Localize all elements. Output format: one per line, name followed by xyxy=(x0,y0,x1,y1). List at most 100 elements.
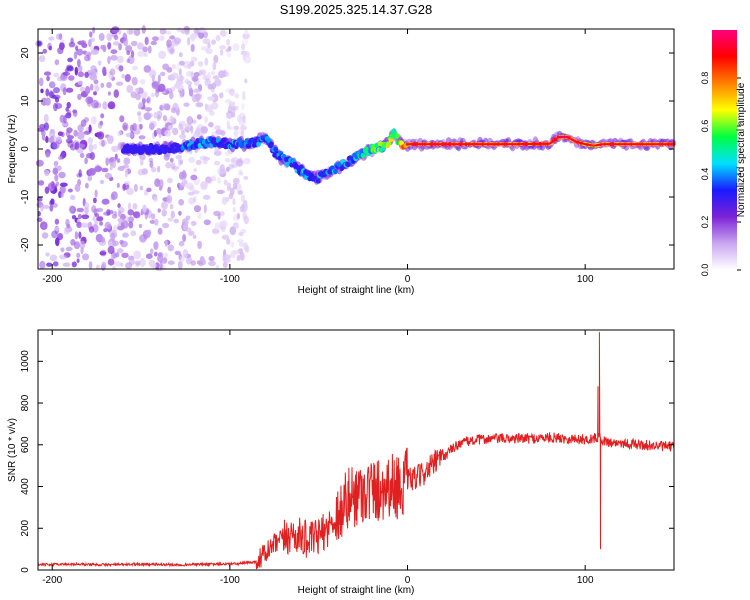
spectrogram-noise-blob xyxy=(174,250,181,256)
spectrogram-noise-blob xyxy=(212,175,217,180)
spectrogram-noise-blob xyxy=(114,261,122,267)
spectrogram-noise-blob xyxy=(74,66,79,76)
spectrogram-noise-blob xyxy=(150,92,156,97)
spectrogram-noise-blob xyxy=(190,125,194,134)
spectrogram-noise-blob xyxy=(208,121,214,128)
spectrogram-noise-blob xyxy=(202,160,208,165)
spectrogram-x-tick-label: 0 xyxy=(405,274,411,285)
spectrogram-noise-blob xyxy=(106,209,111,216)
spectrogram-noise-blob xyxy=(178,68,182,76)
spectrogram-noise-blob xyxy=(207,96,215,101)
spectrogram-noise-blob xyxy=(84,202,90,210)
snr-y-tick-label: 200 xyxy=(20,519,31,536)
spectrogram-noise-blob xyxy=(156,110,163,120)
spectrogram-noise-blob xyxy=(61,122,68,127)
spectrogram-noise-blob xyxy=(49,136,55,144)
spectrogram-noise-blob xyxy=(66,101,71,109)
spectrogram-noise-blob xyxy=(157,74,161,83)
snr-y-tick-label: 0 xyxy=(20,567,31,573)
snr-series-line xyxy=(38,332,674,570)
spectrogram-noise-blob xyxy=(125,132,134,138)
spectrogram-noise-blob xyxy=(196,260,202,265)
spectrogram-noise-blob xyxy=(187,191,195,196)
spectrogram-noise-blob xyxy=(105,157,109,166)
spectrogram-noise-blob xyxy=(44,186,50,194)
spectrogram-noise-blob xyxy=(73,51,78,60)
spectrogram-noise-blob xyxy=(66,138,73,144)
spectrogram-noise-blob xyxy=(132,65,139,71)
spectrogram-noise-blob xyxy=(149,122,155,131)
spectrogram-noise-blob xyxy=(92,216,96,222)
spectrogram-noise-blob xyxy=(136,42,144,50)
spectrogram-noise-blob xyxy=(161,209,167,217)
snr-y-tick-label: 600 xyxy=(20,436,31,453)
spectrogram-noise-blob xyxy=(205,48,213,54)
spectrogram-noise-blob xyxy=(126,28,134,35)
spectrogram-noise-blob xyxy=(179,182,185,188)
spectrogram-noise-blob xyxy=(170,72,179,79)
spectrogram-noise-blob xyxy=(154,178,161,188)
snr-x-tick-label: 100 xyxy=(577,575,594,586)
spectrogram-noise-blob xyxy=(53,87,60,94)
spectrogram-noise-blob xyxy=(241,43,246,51)
spectrogram-noise-blob xyxy=(204,57,209,66)
spectrogram-noise-blob xyxy=(213,210,221,217)
spectrogram-noise-blob xyxy=(100,236,106,243)
spectrogram-noise-blob xyxy=(101,198,110,205)
spectrogram-noise-blob xyxy=(81,222,89,228)
spectrogram-noise-blob xyxy=(208,255,215,262)
spectrogram-noise-blob xyxy=(84,54,90,62)
spectrogram-noise-blob xyxy=(200,126,208,134)
spectrogram-noise-blob xyxy=(133,183,138,192)
spectrogram-y-tick-label: -10 xyxy=(20,189,31,204)
spectrogram-noise-blob xyxy=(178,199,185,206)
spectrogram-noise-blob xyxy=(228,163,234,170)
spectrogram-noise-blob xyxy=(98,33,105,41)
spectrogram-noise-blob xyxy=(139,78,146,85)
spectrogram-noise-blob xyxy=(217,189,226,194)
spectrogram-noise-blob xyxy=(219,45,227,50)
snr-x-tick-label: -100 xyxy=(220,575,240,586)
spectrogram-noise-blob xyxy=(187,36,191,46)
spectrogram-noise-blob xyxy=(203,204,207,214)
spectrogram-noise-blob xyxy=(126,58,131,63)
spectrogram-noise-blob xyxy=(54,160,58,168)
spectrogram-noise-blob xyxy=(232,177,240,185)
spectrogram-noise-blob xyxy=(74,183,81,192)
spectrogram-noise-blob xyxy=(169,91,174,100)
spectrogram-noise-blob xyxy=(158,35,165,41)
spectrogram-noise-blob xyxy=(240,125,247,131)
spectrogram-noise-blob xyxy=(197,240,203,250)
spectrogram-noise-blob xyxy=(104,172,112,179)
spectrogram-noise-blob xyxy=(70,239,76,246)
spectrogram-noise-blob xyxy=(102,101,108,110)
spectrogram-noise-blob xyxy=(59,185,66,194)
spectrogram-noise-blob xyxy=(169,157,174,163)
spectrogram-noise-blob xyxy=(93,197,97,204)
spectrogram-noise-blob xyxy=(77,124,84,132)
colorbar-label: Normalized spectral amplitude xyxy=(736,82,747,217)
spectrogram-noise-blob xyxy=(137,111,142,117)
spectrogram-noise-blob xyxy=(88,143,94,153)
spectrogram-noise-blob xyxy=(46,262,53,267)
spectrogram-noise-blob xyxy=(124,181,131,185)
spectrogram-noise-blob xyxy=(208,260,216,267)
spectrogram-noise-blob xyxy=(138,101,144,108)
spectrogram-noise-blob xyxy=(59,192,64,198)
spectrogram-noise-blob xyxy=(76,221,82,228)
spectrogram-noise-blob xyxy=(178,123,183,131)
spectrogram-noise-blob xyxy=(99,221,104,226)
spectrogram-noise-blob xyxy=(156,127,162,135)
spectrogram-noise-blob xyxy=(131,40,138,47)
spectrogram-noise-blob xyxy=(46,75,50,82)
spectrogram-noise-blob xyxy=(92,26,96,34)
spectrogram-noise-blob xyxy=(177,84,184,91)
spectrogram-ridge-core xyxy=(222,137,227,143)
spectrogram-ridge-core xyxy=(273,146,279,152)
spectrogram-noise-blob xyxy=(234,93,240,99)
spectrogram-noise-blob xyxy=(190,220,197,226)
spectrogram-noise-blob xyxy=(166,194,173,204)
spectrogram-noise-blob xyxy=(79,86,86,92)
spectrogram-noise-blob xyxy=(149,219,156,224)
spectrogram-noise-blob xyxy=(225,71,229,77)
